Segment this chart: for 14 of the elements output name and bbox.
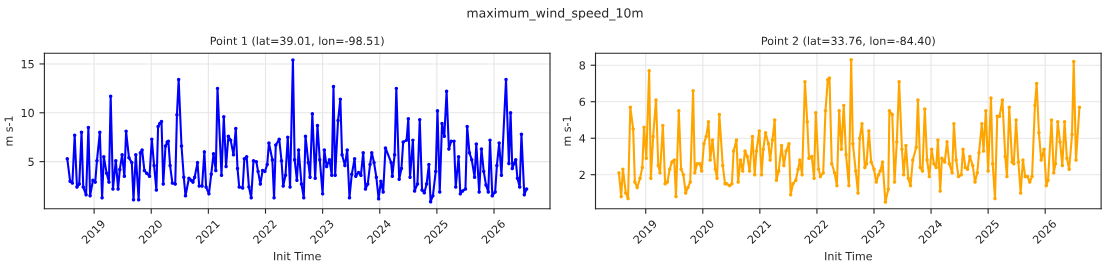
chart-title: Point 1 (lat=39.01, lon=-98.51): [210, 36, 384, 47]
y-tick-label: 5: [28, 157, 34, 167]
y-tick-label: 10: [21, 108, 34, 118]
chart-title: Point 2 (lat=33.76, lon=-84.40): [761, 36, 935, 47]
y-axis-title: m s-1: [4, 116, 13, 146]
y-tick-label: 2: [579, 170, 585, 179]
y-tick-label: 4: [579, 134, 586, 143]
y-tick-label: 6: [579, 97, 586, 107]
x-axis-title: Init Time: [274, 251, 321, 261]
y-tick-label: 15: [21, 60, 34, 69]
y-axis-title: m s-1: [562, 116, 572, 146]
y-tick-label: 8: [579, 61, 586, 70]
text: maximum_wind_speed_10m: [467, 7, 643, 21]
x-axis-title: Init Time: [825, 251, 872, 261]
